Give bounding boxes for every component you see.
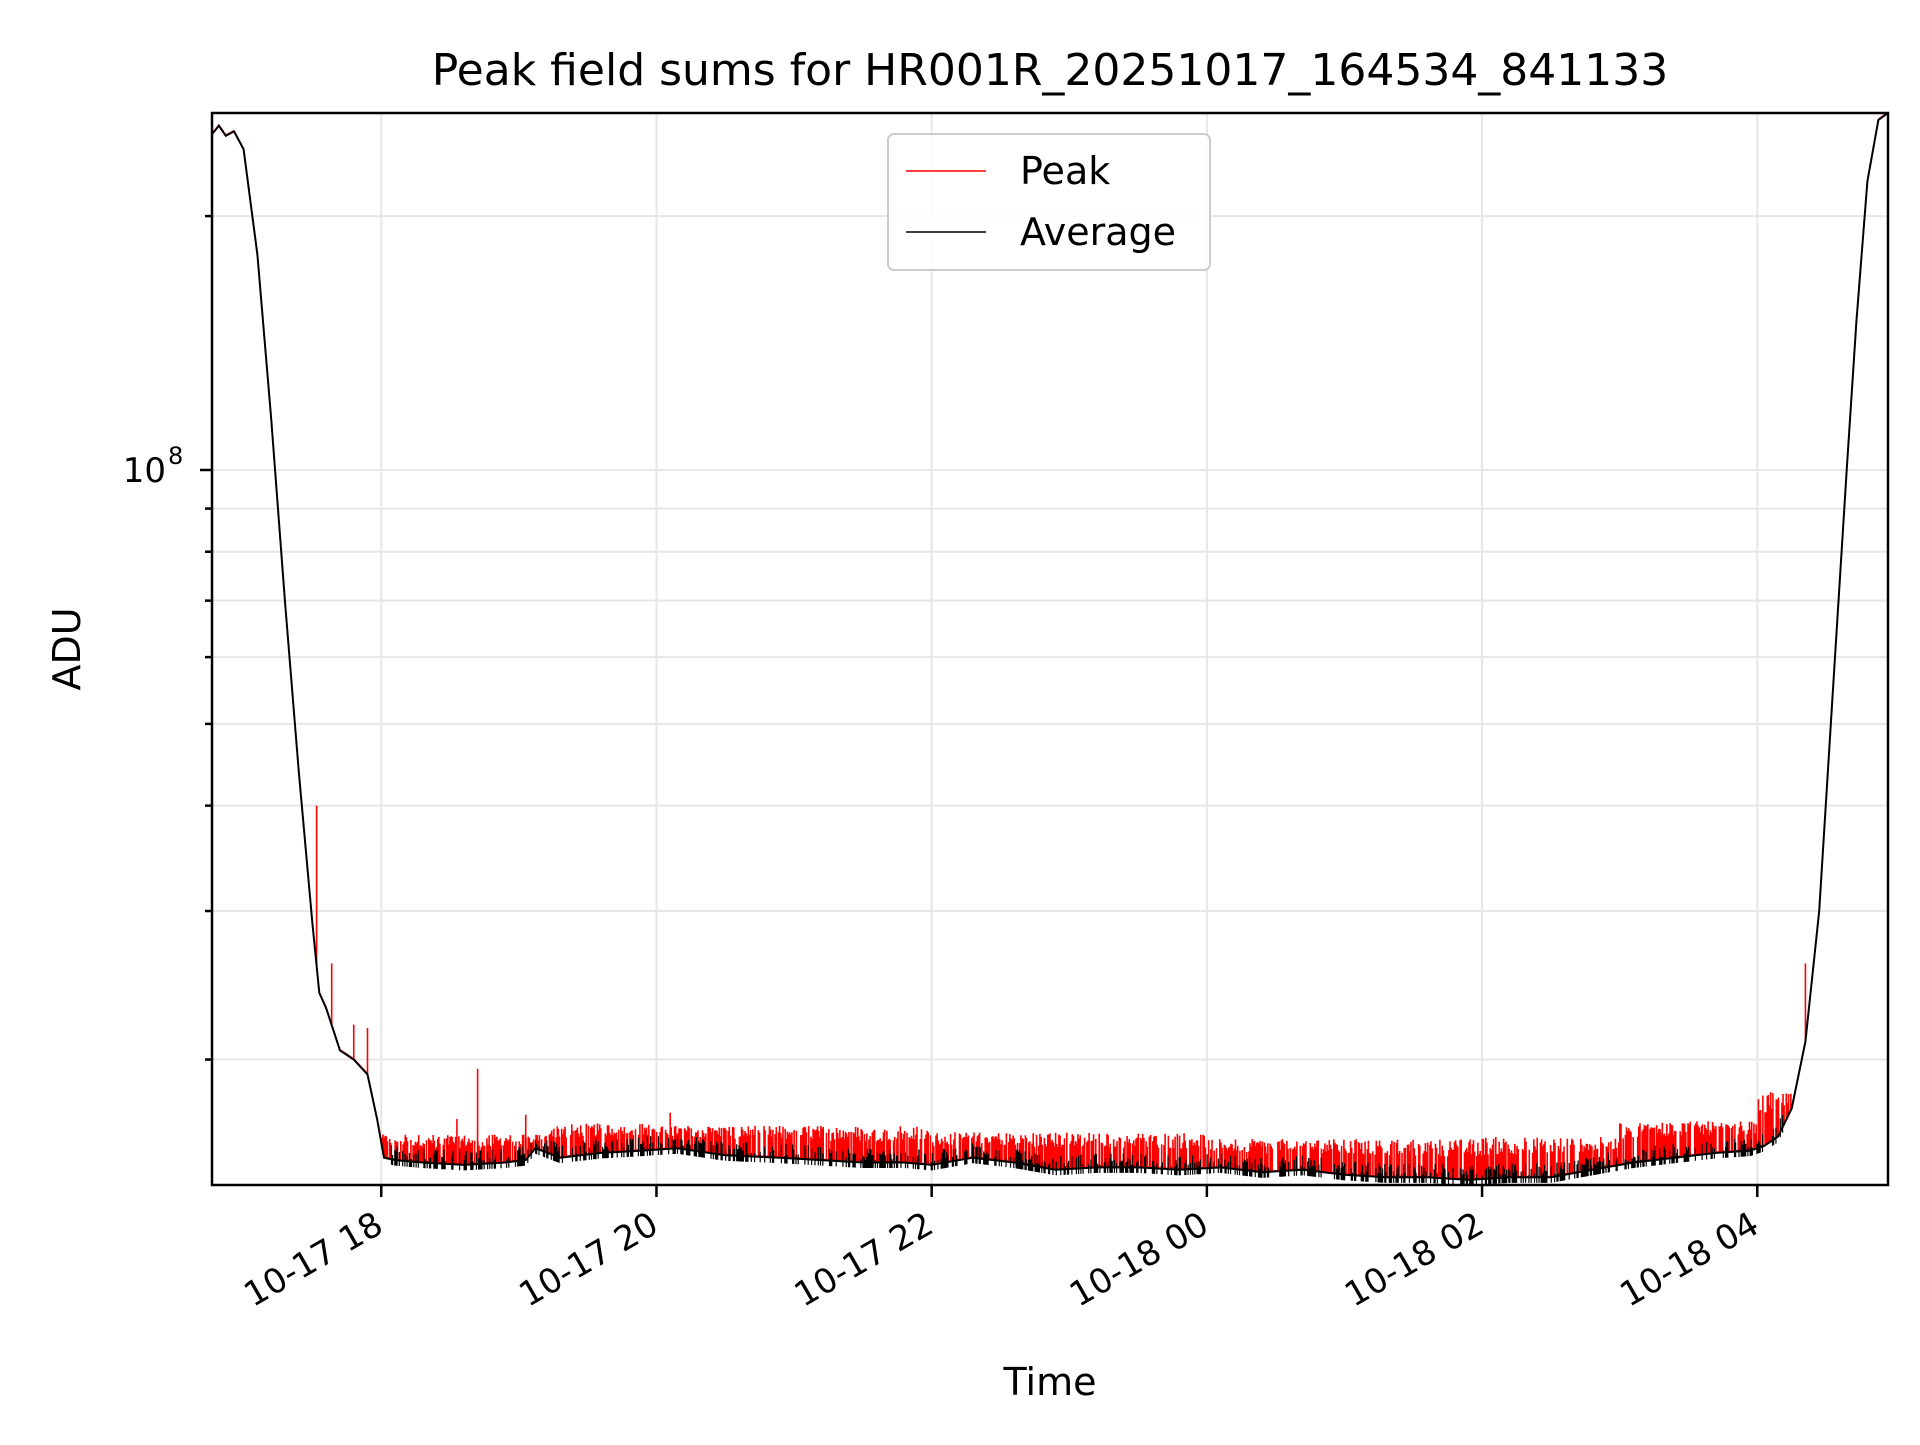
y-tick-exponent: 8 xyxy=(168,442,183,470)
legend-average-label: Average xyxy=(1020,210,1176,254)
y-tick-label: 10 xyxy=(123,451,166,491)
y-axis-label: ADU xyxy=(45,607,89,690)
series-layer xyxy=(212,113,1888,1185)
average-line xyxy=(212,113,1888,1181)
x-axis-label: Time xyxy=(1003,1360,1097,1404)
plot-frame xyxy=(210,111,1890,1187)
legend-box xyxy=(887,133,1211,271)
chart-title: Peak field sums for HR001R_20251017_1645… xyxy=(432,45,1669,96)
legend: Peak Average xyxy=(887,133,1211,271)
average-series xyxy=(212,113,1888,1185)
legend-peak-label: Peak xyxy=(1020,149,1110,193)
